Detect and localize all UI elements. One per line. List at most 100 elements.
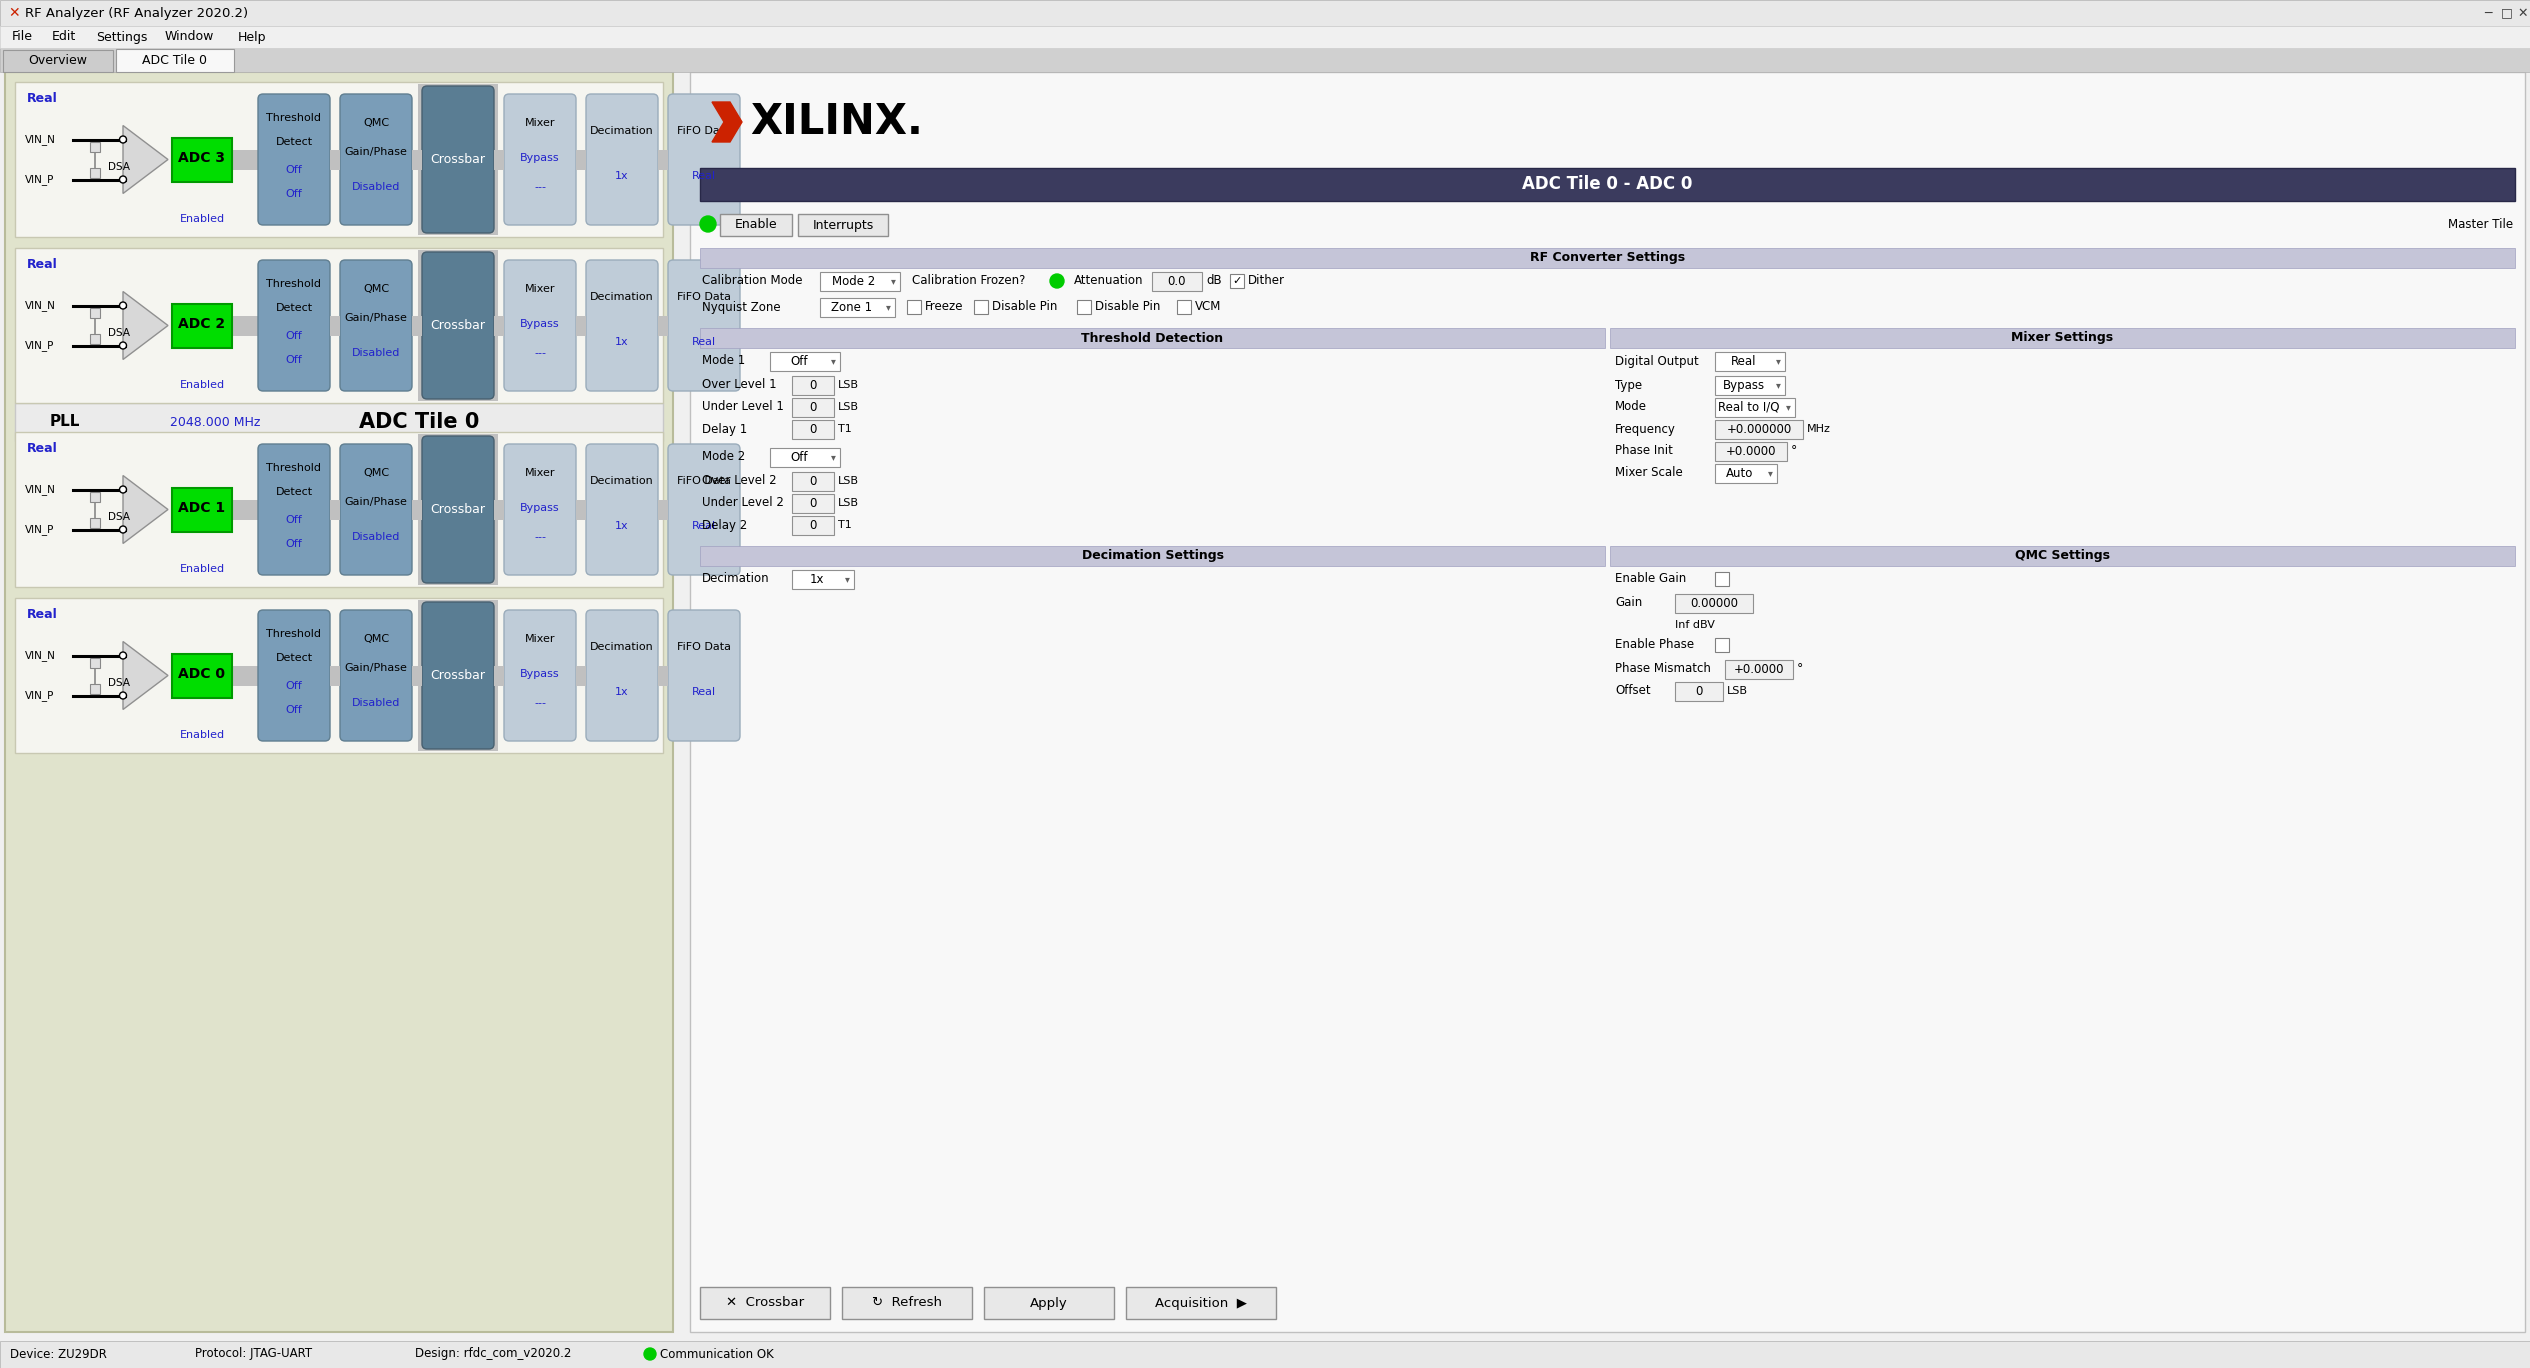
Text: FiFO Data: FiFO Data (678, 643, 731, 653)
Text: Enable Gain: Enable Gain (1614, 572, 1688, 586)
Circle shape (119, 653, 126, 659)
Bar (792, 398, 835, 417)
Text: MHz: MHz (1806, 424, 1832, 434)
FancyBboxPatch shape (668, 610, 739, 741)
Bar (906, 300, 921, 315)
Text: ---: --- (534, 532, 546, 542)
Bar (1609, 328, 2515, 347)
Text: +0.0000: +0.0000 (1725, 445, 1776, 458)
Text: ADC 0: ADC 0 (180, 666, 225, 680)
Text: Disabled: Disabled (352, 182, 400, 192)
Bar (577, 149, 587, 170)
Text: ─: ─ (2484, 7, 2492, 19)
Bar (91, 684, 101, 694)
Circle shape (701, 216, 716, 233)
Text: LSB: LSB (837, 476, 860, 486)
Text: ▾: ▾ (845, 575, 850, 584)
FancyBboxPatch shape (423, 602, 493, 750)
Bar (0, 1341, 2530, 1368)
Text: Mode 2: Mode 2 (701, 450, 746, 464)
Bar (1715, 352, 1786, 371)
Text: Crossbar: Crossbar (430, 503, 486, 516)
Text: Help: Help (238, 30, 266, 44)
Text: ADC 1: ADC 1 (180, 501, 225, 514)
Text: Bypass: Bypass (521, 153, 559, 163)
Bar (91, 491, 101, 502)
Text: Off: Off (286, 166, 304, 175)
Bar (1151, 272, 1202, 291)
Text: Off: Off (286, 189, 304, 198)
Bar (15, 82, 663, 237)
FancyBboxPatch shape (339, 94, 412, 224)
Text: DSA: DSA (109, 163, 129, 172)
Bar (91, 334, 101, 343)
Text: Crossbar: Crossbar (430, 153, 486, 166)
Text: Under Level 2: Under Level 2 (701, 497, 784, 509)
Text: Mode: Mode (1614, 401, 1647, 413)
Text: Disabled: Disabled (352, 347, 400, 358)
Bar (1715, 442, 1786, 461)
FancyBboxPatch shape (503, 445, 577, 575)
Text: Off: Off (286, 516, 304, 525)
Text: 0.0: 0.0 (1169, 275, 1187, 289)
Text: Settings: Settings (96, 30, 147, 44)
Bar (792, 516, 835, 535)
Text: Disable Pin: Disable Pin (1095, 301, 1161, 313)
Text: Detect: Detect (276, 137, 314, 146)
Text: T1: T1 (837, 424, 853, 434)
Text: Calibration Mode: Calibration Mode (701, 275, 802, 287)
FancyBboxPatch shape (423, 436, 493, 583)
Text: PLL: PLL (51, 415, 81, 430)
Text: Attenuation: Attenuation (1075, 275, 1144, 287)
Text: QMC: QMC (362, 468, 390, 477)
Text: Real: Real (28, 92, 58, 104)
Text: QMC: QMC (362, 285, 390, 294)
Bar (1715, 420, 1804, 439)
Text: Bypass: Bypass (1723, 379, 1766, 393)
Text: 0: 0 (810, 518, 817, 532)
Text: Decimation: Decimation (589, 643, 653, 653)
Text: Real: Real (28, 257, 58, 271)
Bar (91, 658, 101, 668)
Bar (15, 248, 663, 404)
FancyBboxPatch shape (668, 94, 739, 224)
Text: 0: 0 (1695, 685, 1703, 698)
Bar (842, 1287, 972, 1319)
Text: 2048.000 MHz: 2048.000 MHz (170, 416, 261, 428)
Text: 1x: 1x (615, 338, 630, 347)
Text: VIN_N: VIN_N (25, 134, 56, 145)
Text: Crossbar: Crossbar (430, 319, 486, 332)
Text: Offset: Offset (1614, 684, 1650, 698)
Bar (984, 1287, 1113, 1319)
Bar (701, 168, 2515, 201)
Text: Mode 1: Mode 1 (701, 354, 746, 368)
Text: ▾: ▾ (1768, 468, 1774, 479)
Text: Gain/Phase: Gain/Phase (344, 497, 407, 508)
Bar (91, 308, 101, 317)
Text: Acquisition  ▶: Acquisition ▶ (1156, 1297, 1247, 1309)
Text: Dither: Dither (1247, 275, 1285, 287)
Bar (417, 250, 498, 401)
Text: ▾: ▾ (886, 302, 891, 312)
Text: ▾: ▾ (830, 357, 835, 367)
Text: QMC Settings: QMC Settings (2014, 550, 2110, 562)
Bar (172, 487, 233, 532)
Text: Real: Real (691, 521, 716, 531)
Bar (233, 149, 258, 170)
Text: 1x: 1x (615, 521, 630, 531)
Bar (701, 328, 1604, 347)
Text: ---: --- (534, 347, 546, 358)
FancyBboxPatch shape (503, 610, 577, 741)
Text: Bypass: Bypass (521, 503, 559, 513)
Text: Design: rfdc_com_v2020.2: Design: rfdc_com_v2020.2 (415, 1347, 572, 1361)
Text: Gain: Gain (1614, 596, 1642, 610)
FancyBboxPatch shape (503, 94, 577, 224)
Bar (1715, 637, 1728, 653)
Text: Digital Output: Digital Output (1614, 354, 1698, 368)
Text: Calibration Frozen?: Calibration Frozen? (911, 275, 1025, 287)
Polygon shape (124, 291, 167, 360)
Text: VIN_P: VIN_P (25, 689, 53, 700)
Text: Bypass: Bypass (521, 319, 559, 330)
FancyBboxPatch shape (587, 260, 658, 391)
Text: Bypass: Bypass (521, 669, 559, 679)
